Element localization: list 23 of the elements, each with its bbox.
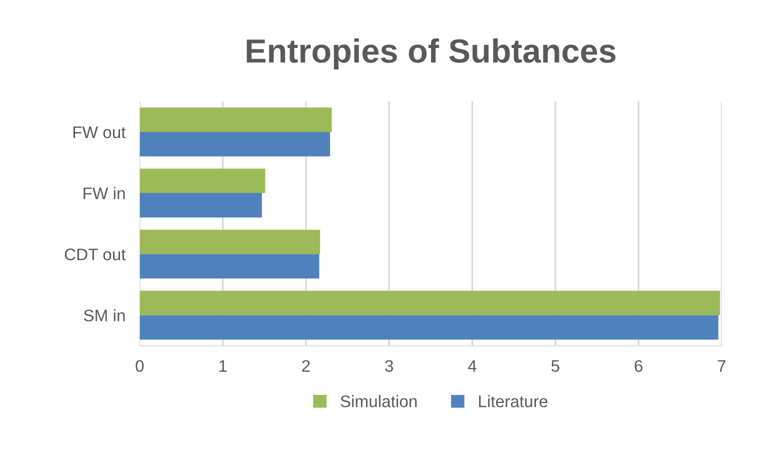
x-tick-label: 3 (385, 360, 394, 372)
bar (140, 230, 320, 254)
legend-label: Literature (479, 395, 548, 408)
legend-label: Simulation (340, 395, 417, 408)
y-tick-label: SM in (84, 309, 125, 322)
bar (140, 168, 266, 194)
bar (140, 108, 332, 132)
bar (140, 290, 720, 316)
x-tick-label: 4 (468, 360, 476, 372)
x-tick-label: 1 (219, 360, 227, 372)
x-tick-label: 5 (551, 360, 560, 372)
bar (140, 315, 718, 340)
chart-title: Entropies of Subtances (246, 38, 616, 70)
bar (140, 193, 262, 218)
x-tick-label: 0 (136, 360, 144, 372)
x-tick-label: 7 (718, 360, 726, 372)
y-tick-label: FW in (84, 187, 125, 200)
y-tick-label: FW out (73, 126, 126, 138)
bar (140, 254, 320, 279)
y-tick-label: CDT out (64, 248, 126, 260)
x-tick-label: 6 (634, 360, 642, 372)
x-tick-label: 2 (302, 360, 310, 372)
bar (140, 132, 330, 156)
